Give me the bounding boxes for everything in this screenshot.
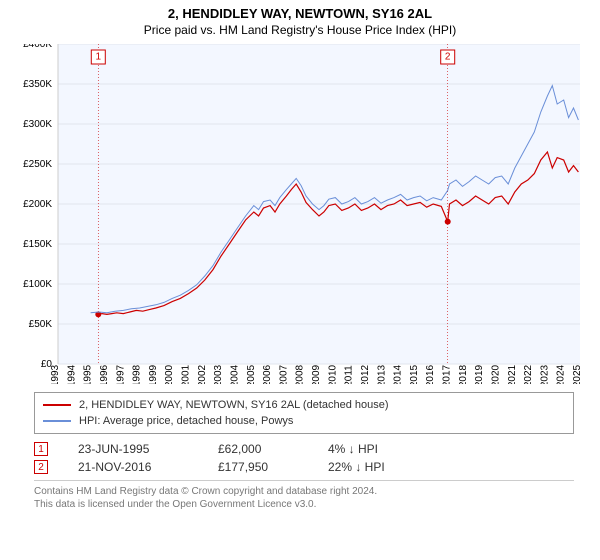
svg-text:2015: 2015	[409, 364, 420, 384]
svg-text:2001: 2001	[181, 364, 192, 384]
svg-text:2003: 2003	[213, 364, 224, 384]
svg-text:2018: 2018	[458, 364, 469, 384]
svg-text:2002: 2002	[197, 364, 208, 384]
sale-date: 21-NOV-2016	[78, 460, 188, 474]
svg-text:2016: 2016	[425, 364, 436, 384]
svg-text:2023: 2023	[539, 364, 550, 384]
svg-text:£100K: £100K	[23, 279, 52, 290]
sale-table: 1 23-JUN-1995 £62,000 4% ↓ HPI 2 21-NOV-2016 £…	[34, 442, 574, 474]
sale-price: £62,000	[218, 442, 298, 456]
svg-text:2022: 2022	[523, 364, 534, 384]
svg-text:£300K: £300K	[23, 119, 52, 130]
footer-line1: Contains HM Land Registry data © Crown c…	[34, 485, 574, 498]
legend-label: HPI: Average price, detached house, Powy…	[79, 413, 293, 429]
svg-text:2006: 2006	[262, 364, 273, 384]
sale-row: 1 23-JUN-1995 £62,000 4% ↓ HPI	[34, 442, 574, 456]
svg-text:£50K: £50K	[29, 319, 53, 330]
sale-price: £177,950	[218, 460, 298, 474]
sale-marker: 2	[34, 460, 48, 474]
legend-row: 2, HENDIDLEY WAY, NEWTOWN, SY16 2AL (det…	[43, 397, 565, 413]
svg-text:2008: 2008	[295, 364, 306, 384]
svg-text:2: 2	[445, 52, 451, 63]
legend-and-footer: 2, HENDIDLEY WAY, NEWTOWN, SY16 2AL (det…	[34, 392, 574, 511]
svg-text:1999: 1999	[148, 364, 159, 384]
svg-text:£400K: £400K	[23, 44, 52, 50]
sale-diff: 22% ↓ HPI	[328, 460, 448, 474]
sale-marker: 1	[34, 442, 48, 456]
svg-text:£200K: £200K	[23, 199, 52, 210]
svg-text:2013: 2013	[376, 364, 387, 384]
svg-text:1998: 1998	[132, 364, 143, 384]
sale-diff: 4% ↓ HPI	[328, 442, 448, 456]
svg-text:2017: 2017	[442, 364, 453, 384]
svg-text:2005: 2005	[246, 364, 257, 384]
svg-text:2000: 2000	[164, 364, 175, 384]
sale-date: 23-JUN-1995	[78, 442, 188, 456]
legend-box: 2, HENDIDLEY WAY, NEWTOWN, SY16 2AL (det…	[34, 392, 574, 434]
svg-text:2007: 2007	[278, 364, 289, 384]
svg-text:2012: 2012	[360, 364, 371, 384]
price-chart: £0£50K£100K£150K£200K£250K£300K£350K£400…	[10, 44, 590, 384]
svg-text:1995: 1995	[83, 364, 94, 384]
svg-text:2011: 2011	[344, 365, 355, 384]
page-title: 2, HENDIDLEY WAY, NEWTOWN, SY16 2AL	[0, 6, 600, 21]
page-subtitle: Price paid vs. HM Land Registry's House …	[0, 23, 600, 37]
svg-text:1996: 1996	[99, 364, 110, 384]
legend-row: HPI: Average price, detached house, Powy…	[43, 413, 565, 429]
footer-note: Contains HM Land Registry data © Crown c…	[34, 480, 574, 511]
legend-swatch	[43, 420, 71, 422]
svg-text:2009: 2009	[311, 364, 322, 384]
svg-text:£250K: £250K	[23, 159, 52, 170]
legend-label: 2, HENDIDLEY WAY, NEWTOWN, SY16 2AL (det…	[79, 397, 389, 413]
svg-text:£150K: £150K	[23, 239, 52, 250]
svg-text:1: 1	[96, 52, 102, 63]
svg-text:1993: 1993	[50, 364, 61, 384]
legend-swatch	[43, 404, 71, 406]
svg-text:2021: 2021	[507, 364, 518, 384]
footer-line2: This data is licensed under the Open Gov…	[34, 498, 574, 511]
svg-text:£350K: £350K	[23, 79, 52, 90]
svg-text:2004: 2004	[229, 364, 240, 384]
svg-text:2014: 2014	[393, 364, 404, 384]
sale-row: 2 21-NOV-2016 £177,950 22% ↓ HPI	[34, 460, 574, 474]
svg-text:1994: 1994	[66, 364, 77, 384]
svg-text:2025: 2025	[572, 364, 583, 384]
svg-text:1997: 1997	[115, 364, 126, 384]
svg-text:2019: 2019	[474, 364, 485, 384]
svg-text:2024: 2024	[556, 364, 567, 384]
svg-text:2020: 2020	[490, 364, 501, 384]
svg-text:2010: 2010	[327, 364, 338, 384]
